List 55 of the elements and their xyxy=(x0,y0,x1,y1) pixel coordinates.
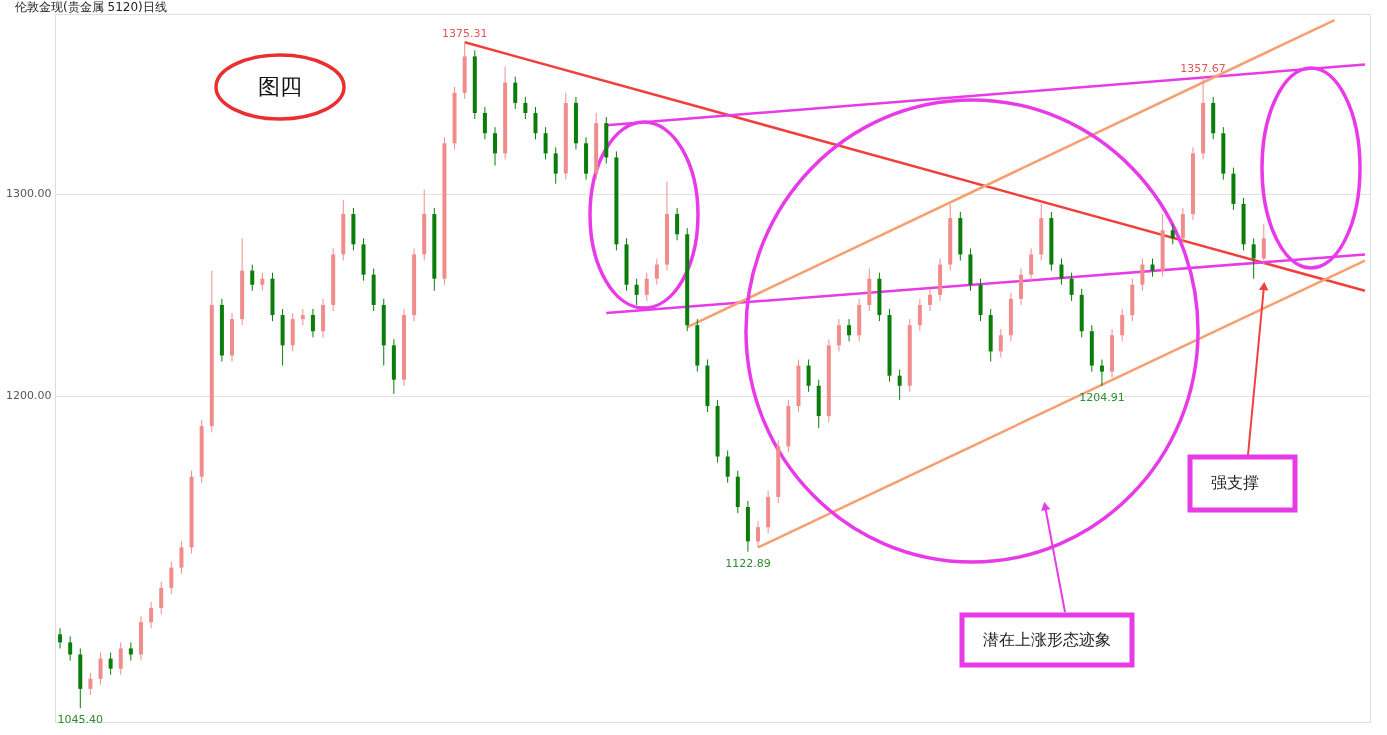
annotation: 潜在上涨形态迹象 xyxy=(983,630,1111,649)
candlestick xyxy=(128,641,133,662)
candlestick xyxy=(634,278,639,306)
candlestick xyxy=(1150,257,1155,278)
candlestick xyxy=(493,126,498,167)
candlestick xyxy=(310,308,315,338)
candlestick xyxy=(513,76,518,110)
candlestick xyxy=(179,540,184,575)
candlestick xyxy=(654,257,659,286)
candlestick xyxy=(260,272,265,292)
candlestick xyxy=(1140,257,1145,292)
candlestick xyxy=(533,106,538,140)
candlestick xyxy=(927,288,932,312)
candlestick xyxy=(1170,223,1175,245)
candlestick xyxy=(1099,359,1104,387)
candlestick xyxy=(836,318,841,352)
candlestick xyxy=(159,581,164,615)
candlestick xyxy=(1029,247,1034,282)
candlestick xyxy=(806,359,811,393)
candlestick xyxy=(1069,272,1074,302)
annotation: 1204.91 xyxy=(1079,390,1125,404)
candlestick xyxy=(644,272,649,302)
candlestick xyxy=(149,601,154,629)
y-tick-label: 1200.00 xyxy=(6,389,52,403)
candlestick xyxy=(1261,223,1266,266)
candlestick xyxy=(675,207,680,241)
candlestick xyxy=(118,641,123,676)
candlestick xyxy=(998,328,1003,358)
candlestick xyxy=(68,635,73,662)
candlestick xyxy=(523,96,528,120)
annotation: 1375.31 xyxy=(441,26,488,40)
candlestick xyxy=(725,449,730,484)
candlestick xyxy=(917,298,922,332)
y-tick-label: 1300.00 xyxy=(6,187,52,201)
candlestick xyxy=(553,146,558,185)
annotation: 强支撑 xyxy=(1211,473,1259,492)
candlestick xyxy=(98,651,103,686)
candlestick xyxy=(88,672,93,696)
candlestick xyxy=(897,369,902,401)
candlestick xyxy=(543,126,548,160)
candlestick xyxy=(482,106,487,140)
candlestick xyxy=(1120,308,1125,342)
candlestick xyxy=(847,318,852,342)
annotation: 图四 xyxy=(258,74,302,99)
candlestick xyxy=(1251,237,1256,280)
annotation: 1357.67 xyxy=(1180,62,1226,76)
candlestick xyxy=(169,561,174,595)
candlestick xyxy=(108,651,113,676)
chart-title: 伦敦金现(贵金属 5120)日线 xyxy=(15,0,167,14)
candlestick xyxy=(250,264,255,292)
annotation: 1122.89 xyxy=(725,556,771,570)
annotation: 1045.40 xyxy=(57,713,104,727)
candlestick xyxy=(58,627,63,649)
candlestick xyxy=(1059,257,1064,286)
candlestick xyxy=(756,520,761,548)
